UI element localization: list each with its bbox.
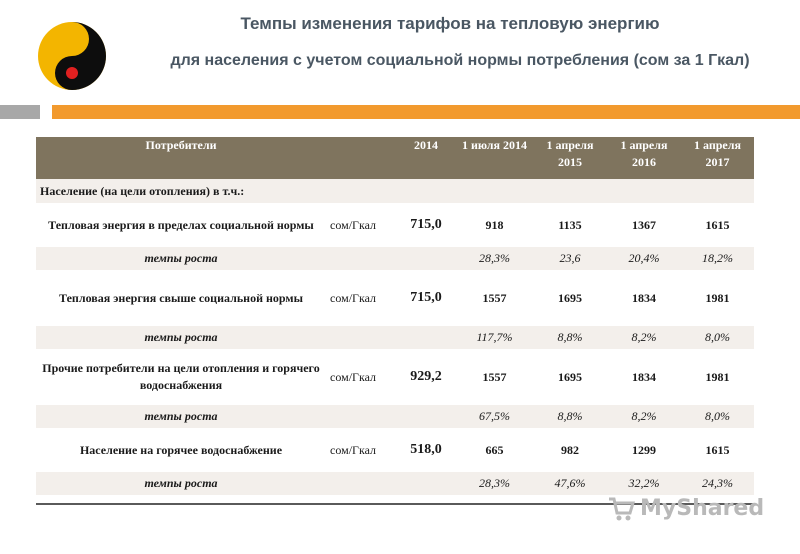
empty-cell: [326, 247, 396, 270]
growth-rate-cell: 28,3%: [456, 247, 533, 270]
tariff-cell: 1981: [705, 369, 730, 384]
consumer-name: Тепловая энергия в пределах социальной н…: [48, 217, 314, 232]
tariff-cell: 1367: [632, 217, 656, 232]
growth-rate-cell: 8,8%: [533, 405, 607, 428]
growth-rate-label: темпы роста: [36, 405, 326, 428]
column-header-consumers: Потребители: [145, 138, 217, 152]
page-subtitle: для населения с учетом социальной нормы …: [170, 52, 750, 69]
table-header-row: Потребители 2014 1 июля 2014 1 апреля 20…: [36, 137, 754, 179]
gray-divider-stripe: [0, 105, 40, 119]
table-bottom-border: [36, 503, 754, 505]
unit-cell: сом/Гкал: [330, 442, 377, 457]
cart-icon: [609, 497, 636, 521]
table-row: Население на горячее водоснабжение сом/Г…: [36, 428, 754, 472]
tariff-cell: 1695: [558, 369, 582, 384]
tariff-table: Потребители 2014 1 июля 2014 1 апреля 20…: [36, 137, 754, 495]
yin-yang-logo-icon: [38, 22, 106, 90]
growth-rate-row: темпы роста 28,3% 23,6 20,4% 18,2%: [36, 247, 754, 270]
growth-rate-cell: 117,7%: [456, 326, 533, 349]
growth-rate-cell: 8,0%: [681, 405, 754, 428]
section-row: Население (на цели отопления) в т.ч.:: [36, 179, 754, 203]
growth-rate-cell: 8,2%: [607, 405, 681, 428]
base-tariff-cell: 518,0: [410, 442, 442, 457]
growth-rate-cell: 47,6%: [533, 472, 607, 495]
column-header-unit: [326, 137, 396, 179]
tariff-cell: 1695: [558, 290, 582, 305]
page-title: Темпы изменения тарифов на тепловую энер…: [240, 14, 660, 33]
empty-cell: [396, 326, 456, 349]
tariff-cell: 918: [485, 217, 504, 232]
column-header-jul-2014: 1 июля 2014: [461, 138, 527, 152]
section-label: Население (на цели отопления) в т.ч.:: [36, 179, 754, 203]
tariff-cell: 1299: [632, 442, 656, 457]
growth-rate-label: темпы роста: [36, 247, 326, 270]
unit-cell: сом/Гкал: [330, 217, 377, 232]
tariff-cell: 1834: [632, 290, 656, 305]
growth-rate-cell: 8,2%: [607, 326, 681, 349]
column-header-2014: 2014: [414, 138, 438, 152]
growth-rate-cell: 18,2%: [681, 247, 754, 270]
empty-cell: [396, 247, 456, 270]
empty-cell: [396, 472, 456, 495]
consumer-name: Прочие потребители на цели отопления и г…: [42, 361, 320, 392]
table-row: Тепловая энергия свыше социальной нормы …: [36, 270, 754, 326]
tariff-cell: 1557: [482, 290, 507, 305]
tariff-cell: 1834: [632, 369, 656, 384]
growth-rate-cell: 28,3%: [456, 472, 533, 495]
growth-rate-cell: 20,4%: [607, 247, 681, 270]
column-header-apr-2017: 1 апреля 2017: [694, 138, 741, 169]
tariff-cell: 1615: [705, 217, 730, 232]
table-row: Тепловая энергия в пределах социальной н…: [36, 203, 754, 247]
growth-rate-label: темпы роста: [36, 472, 326, 495]
orange-divider-stripe: [52, 105, 800, 119]
watermark-text: MyShared: [640, 495, 765, 521]
growth-rate-cell: 32,2%: [607, 472, 681, 495]
growth-rate-cell: 8,0%: [681, 326, 754, 349]
tariff-cell: 1557: [482, 369, 507, 384]
empty-cell: [326, 326, 396, 349]
growth-rate-label: темпы роста: [36, 326, 326, 349]
empty-cell: [396, 405, 456, 428]
tariff-cell: 1615: [705, 442, 730, 457]
base-tariff-cell: 929,2: [410, 369, 442, 384]
consumer-name: Население на горячее водоснабжение: [79, 442, 283, 457]
tariff-cell: 665: [485, 442, 504, 457]
growth-rate-cell: 67,5%: [456, 405, 533, 428]
growth-rate-row: темпы роста 28,3% 47,6% 32,2% 24,3%: [36, 472, 754, 495]
tariff-cell: 1981: [705, 290, 730, 305]
watermark: MyShared: [606, 491, 776, 525]
base-tariff-cell: 715,0: [410, 290, 442, 305]
column-header-apr-2016: 1 апреля 2016: [620, 138, 668, 169]
table-row: Прочие потребители на цели отопления и г…: [36, 349, 754, 405]
growth-rate-row: темпы роста 117,7% 8,8% 8,2% 8,0%: [36, 326, 754, 349]
empty-cell: [326, 472, 396, 495]
tariff-cell: 982: [561, 442, 579, 457]
tariff-cell: 1135: [558, 217, 582, 232]
growth-rate-cell: 8,8%: [533, 326, 607, 349]
growth-rate-row: темпы роста 67,5% 8,8% 8,2% 8,0%: [36, 405, 754, 428]
consumer-name: Тепловая энергия свыше социальной нормы: [59, 290, 303, 305]
growth-rate-cell: 23,6: [533, 247, 607, 270]
base-tariff-cell: 715,0: [410, 217, 442, 232]
column-header-apr-2015: 1 апреля 2015: [546, 138, 594, 169]
unit-cell: сом/Гкал: [330, 369, 377, 384]
empty-cell: [326, 405, 396, 428]
growth-rate-cell: 24,3%: [681, 472, 754, 495]
unit-cell: сом/Гкал: [330, 290, 377, 305]
